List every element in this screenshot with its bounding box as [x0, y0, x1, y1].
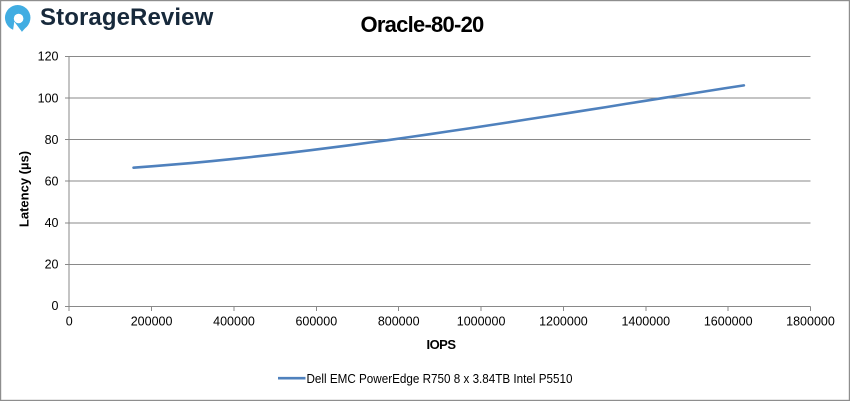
svg-text:600000: 600000 [295, 315, 337, 329]
svg-text:100: 100 [38, 91, 59, 105]
svg-text:1800000: 1800000 [786, 315, 835, 329]
svg-text:40: 40 [45, 216, 59, 230]
svg-text:800000: 800000 [378, 315, 420, 329]
svg-text:80: 80 [45, 133, 59, 147]
svg-text:0: 0 [52, 299, 59, 313]
svg-text:IOPS: IOPS [426, 337, 456, 352]
svg-text:0: 0 [66, 315, 73, 329]
svg-text:Latency (µs): Latency (µs) [17, 151, 32, 227]
svg-text:1600000: 1600000 [704, 315, 753, 329]
svg-text:1400000: 1400000 [621, 315, 670, 329]
svg-text:200000: 200000 [131, 315, 173, 329]
svg-text:60: 60 [45, 175, 59, 189]
svg-text:StorageReview: StorageReview [40, 4, 214, 31]
svg-text:400000: 400000 [213, 315, 255, 329]
svg-text:1200000: 1200000 [539, 315, 588, 329]
svg-text:Oracle-80-20: Oracle-80-20 [360, 12, 484, 37]
svg-text:1000000: 1000000 [457, 315, 506, 329]
svg-text:20: 20 [45, 258, 59, 272]
svg-text:120: 120 [38, 50, 59, 64]
svg-text:Dell EMC PowerEdge R750 8 x 3.: Dell EMC PowerEdge R750 8 x 3.84TB Intel… [307, 372, 573, 386]
